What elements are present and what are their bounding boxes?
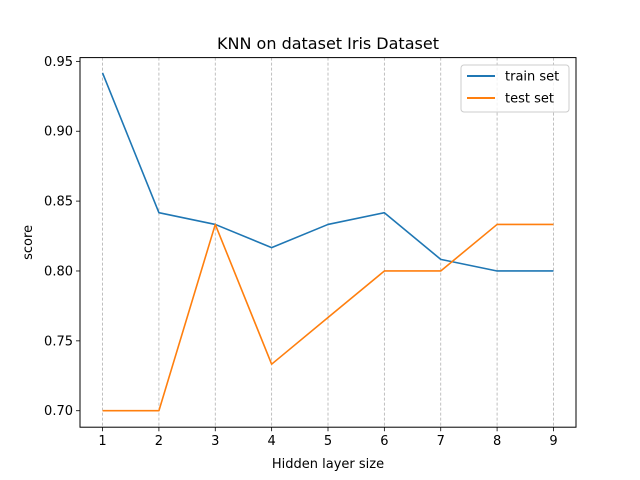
x-tick-label-8: 8 [493,434,501,449]
data-point-test-4 [270,363,272,365]
x-axis-title: Hidden layer size [272,457,384,472]
data-point-test-9 [552,223,554,225]
y-tick-label-6: 0.95 [44,55,73,70]
series-layer [101,72,554,412]
data-point-train-8 [496,270,498,272]
x-tick-label-3: 3 [211,434,219,449]
y-axis-title: score [21,225,36,260]
x-tick-label-5: 5 [324,434,332,449]
x-tick-label-1: 1 [98,434,106,449]
data-point-train-9 [552,270,554,272]
data-point-train-7 [440,258,442,260]
x-tick-label-2: 2 [155,434,163,449]
axes-ticks: 1 2 3 4 5 6 7 8 9 0.70 0.75 0.80 0.85 0.90 0.95 [44,55,558,449]
data-point-test-3 [214,223,216,225]
data-point-test-5 [327,316,329,318]
data-point-train-2 [158,212,160,214]
data-point-test-1 [101,410,103,412]
data-point-test-2 [158,410,160,412]
y-tick-label-5: 0.90 [44,125,73,140]
y-tick-label-1: 0.70 [44,404,73,419]
x-tick-label-9: 9 [549,434,557,449]
data-point-test-8 [496,223,498,225]
legend-label-test: test set [505,92,554,107]
y-tick-label-4: 0.85 [44,195,73,210]
data-point-test-6 [383,270,385,272]
x-tick-label-7: 7 [437,434,445,449]
grid [102,57,554,428]
legend: train set test set [460,64,570,113]
y-tick-label-2: 0.75 [44,334,73,349]
data-point-train-4 [270,246,272,248]
y-tick-label-3: 0.80 [44,264,73,279]
series-line-train [101,72,554,272]
series-line-test [102,223,554,412]
data-point-train-5 [327,223,329,225]
chart-title: KNN on dataset Iris Dataset [217,34,439,53]
data-point-train-1 [101,72,103,74]
legend-label-train: train set [505,70,559,85]
data-point-train-6 [383,212,385,214]
x-tick-label-4: 4 [267,434,275,449]
x-tick-label-6: 6 [380,434,388,449]
data-point-test-7 [440,270,442,272]
